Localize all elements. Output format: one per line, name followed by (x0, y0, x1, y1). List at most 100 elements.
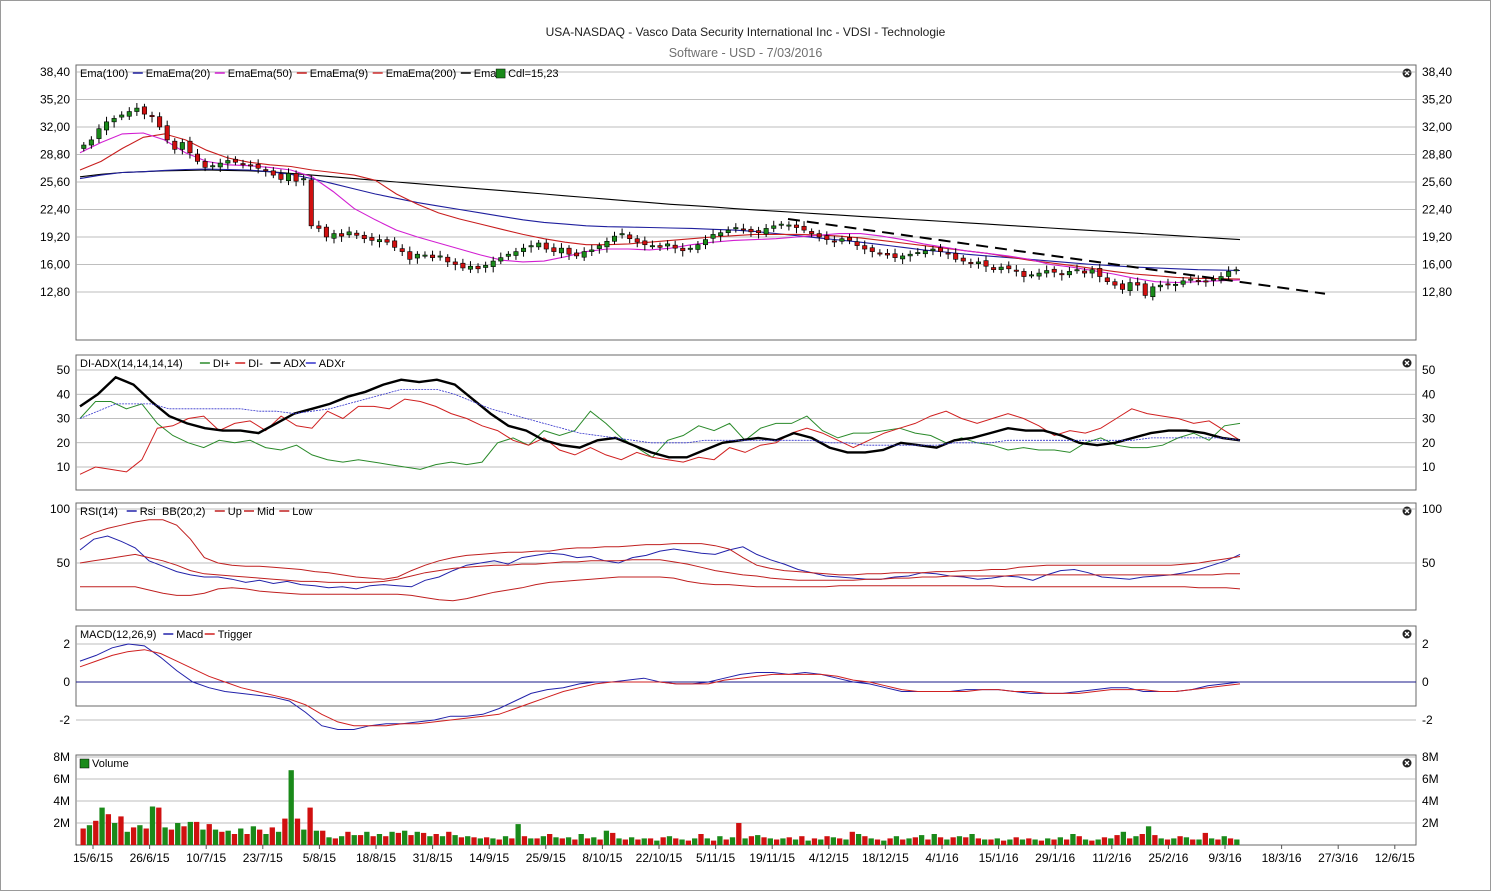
candle (248, 164, 254, 167)
volume-bar (1221, 836, 1227, 845)
rsi-legend-item: Low (292, 506, 312, 518)
candle (1029, 274, 1035, 277)
series-line-adxr (79, 389, 1241, 446)
candle (1165, 283, 1171, 286)
price-ytick-right: 25,60 (1422, 175, 1452, 189)
price-ytick-left: 38,40 (40, 65, 70, 79)
candle (680, 247, 686, 252)
volume-bar (1120, 831, 1127, 845)
volume-bar (673, 838, 679, 845)
volume-ytick-left: 2M (53, 816, 70, 830)
volume-bar (906, 838, 912, 845)
volume-bar (206, 824, 212, 845)
price-ytick-left: 25,60 (40, 175, 70, 189)
candle (1180, 280, 1186, 285)
volume-bar (496, 839, 502, 845)
volume-bar (1145, 826, 1152, 845)
volume-bar (956, 836, 963, 845)
candle (1051, 268, 1057, 273)
candle (217, 162, 223, 168)
candle (475, 265, 481, 270)
volume-bar (477, 838, 483, 845)
xtick-label: 25/9/15 (526, 851, 566, 865)
candle (225, 160, 231, 164)
candle (938, 247, 944, 252)
volume-bar (900, 839, 906, 845)
volume-bar (1019, 839, 1026, 845)
volume-bar (446, 831, 452, 845)
volume-bar (547, 834, 553, 845)
volume-bar (1013, 837, 1019, 845)
candle (361, 234, 367, 240)
candle (498, 257, 504, 262)
volume-bar (383, 836, 389, 845)
candle (589, 249, 595, 252)
candle (975, 261, 981, 264)
candle (1089, 269, 1095, 274)
volume-bar (767, 838, 773, 845)
volume-bar (849, 831, 855, 845)
volume-bar (193, 821, 200, 845)
candle (164, 125, 170, 141)
volume-bar (855, 834, 862, 845)
xtick-label: 19/11/15 (749, 851, 795, 865)
candle (733, 227, 739, 230)
volume-bar (1177, 836, 1183, 845)
candle (399, 248, 405, 252)
xtick-label: 5/11/15 (696, 851, 735, 865)
candle (157, 116, 163, 128)
xtick-label: 27/3/16 (1318, 851, 1358, 865)
candle (847, 237, 853, 241)
volume-bar (597, 839, 603, 845)
volume-bar (433, 834, 439, 845)
volume-bar (1158, 838, 1164, 845)
adx-ytick-right: 30 (1422, 412, 1436, 426)
volume-bar (799, 836, 805, 845)
candle (202, 161, 208, 168)
candle (945, 252, 951, 255)
volume-bar (181, 826, 187, 845)
volume-bar (1076, 836, 1082, 845)
candle (627, 234, 633, 240)
price-legend-item: Ema (386, 68, 410, 80)
candle (809, 231, 815, 234)
volume-bar (275, 831, 282, 845)
candle (839, 238, 845, 242)
candle (998, 266, 1004, 270)
candle (384, 239, 390, 243)
volume-bar (238, 828, 244, 845)
volume-bar (200, 829, 206, 845)
series-line-adx (79, 375, 1241, 459)
candle (968, 262, 974, 264)
candle (255, 164, 261, 169)
candle (141, 106, 147, 115)
xtick-label: 26/6/15 (130, 851, 170, 865)
candle (748, 228, 754, 233)
volume-bar (679, 839, 685, 845)
volume-bar (502, 836, 509, 845)
volume-bar (357, 835, 364, 845)
candle (111, 118, 117, 123)
volume-bar (666, 836, 673, 845)
macd-ytick-left: 2 (63, 637, 70, 651)
chart-subtitle: Software - USD - 7/03/2016 (668, 46, 823, 60)
price-ytick-left: 22,40 (40, 203, 70, 217)
candle (915, 252, 921, 254)
candle (149, 115, 155, 117)
volume-bar (805, 840, 811, 845)
candle (581, 251, 587, 258)
volume-bar (105, 814, 112, 845)
volume-bar (162, 827, 168, 845)
candle (240, 163, 246, 166)
volume-bar (301, 829, 307, 845)
volume-bar (515, 824, 521, 845)
candle (392, 240, 398, 248)
volume-bar (294, 818, 301, 845)
volume-bar (868, 838, 874, 845)
series-line-trigger (79, 649, 1241, 727)
candle (1021, 271, 1027, 277)
candle (771, 225, 777, 229)
candle (953, 253, 959, 260)
macd-panel (75, 625, 1417, 707)
volume-bar (231, 834, 238, 845)
